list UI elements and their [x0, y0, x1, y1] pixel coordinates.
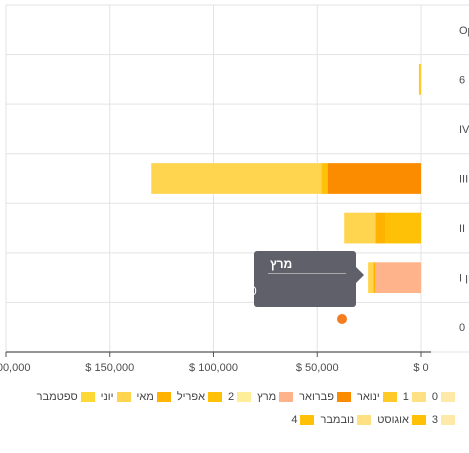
tooltip-series-dot	[336, 313, 348, 325]
x-tick-label: $ 100,000	[189, 362, 238, 374]
legend-swatch	[300, 415, 315, 425]
y-tick-label: רבעון II	[459, 223, 469, 235]
legend-swatch	[441, 392, 455, 402]
chart-tooltip: מרץ 0	[250, 251, 364, 307]
bar-segment[interactable]	[418, 63, 421, 95]
legend-label: 4	[291, 414, 298, 426]
bar-segment[interactable]	[327, 163, 421, 194]
legend-item[interactable]: פברואר	[299, 391, 351, 403]
legend-swatch	[279, 392, 294, 402]
tooltip-divider	[268, 273, 346, 274]
legend-item[interactable]: יוני	[101, 391, 131, 403]
legend-label: נובמבר	[320, 414, 355, 426]
legend-swatch	[357, 415, 372, 425]
legend-label: 1	[402, 391, 409, 403]
legend-swatch	[441, 415, 455, 425]
tooltip-title: מרץ	[270, 257, 293, 271]
legend-row: 0 1 ינואר פברואר מרץ 2 אפריל מאי יוני ספטמבר	[37, 391, 455, 403]
legend-label: 2	[228, 391, 235, 403]
bar-segment[interactable]	[368, 262, 374, 294]
bar-segment[interactable]	[373, 262, 376, 294]
legend-label: 0	[431, 391, 438, 403]
x-tick-label: $ 50,000	[296, 362, 339, 374]
y-axis-ticks: Open 6 רבעון IV רבעון III רבעון II רבעון I 0	[459, 25, 469, 334]
x-tick-label: $ 150,000	[85, 362, 134, 374]
bar-segment[interactable]	[321, 163, 328, 194]
legend-item[interactable]: 1	[403, 391, 426, 403]
legend-label: מרץ	[257, 391, 277, 403]
y-tick-label: Open	[459, 25, 469, 37]
x-axis-ticks: $ 200,000 $ 150,000 $ 100,000 $ 50,000 $ 0	[0, 352, 429, 374]
y-tick-label: רבעון III	[459, 174, 469, 186]
bar-segment[interactable]	[385, 212, 421, 244]
legend-label: ספטמבר	[36, 391, 78, 403]
bar-segment[interactable]	[344, 212, 376, 244]
y-tick-label: 6	[459, 74, 465, 86]
legend-row: 3 אוגוסט נובמבר 4	[291, 414, 455, 426]
legend-item[interactable]: אפריל	[176, 391, 223, 403]
legend-item[interactable]: 0	[432, 391, 455, 403]
legend-swatch	[116, 392, 131, 402]
legend-swatch	[382, 392, 397, 402]
tooltip-value: 0	[250, 284, 257, 298]
legend-item[interactable]: אוגוסט	[377, 414, 426, 426]
legend-item[interactable]: נובמבר	[320, 414, 372, 426]
chart-bars	[151, 63, 421, 294]
y-tick-label: רבעון I	[459, 273, 469, 285]
legend-item[interactable]: 2	[228, 391, 252, 403]
legend-label: ינואר	[356, 391, 380, 403]
legend-label: אפריל	[176, 391, 206, 403]
legend-item[interactable]: ינואר	[357, 391, 397, 403]
legend-swatch	[237, 392, 252, 402]
legend-swatch	[336, 392, 351, 402]
bar-segment[interactable]	[375, 212, 386, 244]
legend-swatch	[156, 392, 171, 402]
x-tick-label: $ 200,000	[0, 362, 30, 374]
legend-item[interactable]: מאי	[137, 391, 171, 403]
y-tick-label: 0	[459, 322, 465, 334]
legend-item[interactable]: ספטמבר	[37, 391, 95, 403]
x-tick-label: $ 0	[413, 362, 428, 374]
legend-label: פברואר	[299, 391, 334, 403]
bar-segment[interactable]	[151, 163, 322, 194]
legend-label: יוני	[100, 391, 114, 403]
legend-swatch	[80, 392, 95, 402]
bar-segment[interactable]	[375, 262, 421, 294]
legend-label: מאי	[136, 391, 154, 403]
legend-swatch	[411, 392, 426, 402]
legend-label: אוגוסט	[377, 414, 409, 426]
legend-swatch	[208, 392, 223, 402]
y-tick-label: רבעון IV	[459, 124, 469, 136]
bar-chart: Open 6 רבעון IV רבעון III רבעון II רבעון I 0 $…	[0, 4, 469, 374]
legend-item[interactable]: מרץ	[257, 391, 294, 403]
legend-item[interactable]: 4	[291, 414, 315, 426]
legend-label: 3	[431, 414, 438, 426]
legend-swatch	[411, 415, 426, 425]
legend-item[interactable]: 3	[432, 414, 455, 426]
